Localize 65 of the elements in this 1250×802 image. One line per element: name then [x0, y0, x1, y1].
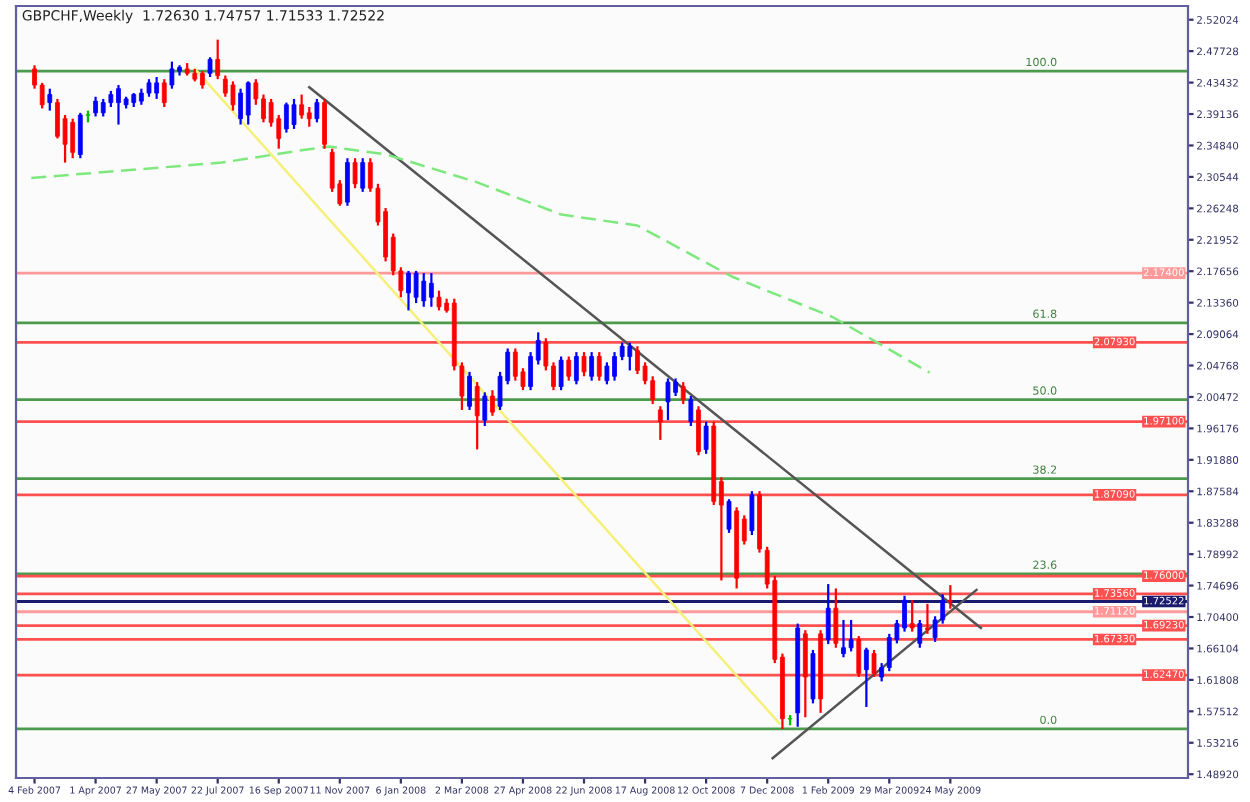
candlestick	[314, 97, 320, 124]
candlestick	[596, 351, 602, 382]
candlestick	[566, 355, 572, 382]
candlestick	[802, 629, 808, 719]
candlestick	[680, 381, 686, 406]
candlestick	[77, 111, 83, 160]
candlestick	[245, 80, 251, 126]
candlestick	[810, 648, 816, 705]
candlestick	[238, 87, 243, 126]
candlestick	[299, 93, 305, 120]
candlestick	[657, 405, 663, 442]
candlestick	[581, 351, 587, 378]
candlestick	[902, 594, 907, 633]
candlestick	[474, 381, 480, 451]
candlestick	[848, 618, 854, 653]
candlestick	[871, 648, 877, 679]
candlestick	[703, 420, 709, 455]
candlestick	[467, 370, 472, 412]
candlestick	[627, 341, 633, 372]
candlestick	[345, 157, 350, 207]
candlestick	[207, 56, 213, 79]
candlestick	[917, 618, 923, 649]
candlestick	[406, 269, 411, 312]
candlestick	[864, 646, 869, 709]
candlestick	[749, 490, 755, 537]
candlestick	[47, 87, 53, 112]
candlestick	[291, 97, 297, 131]
candlestick	[856, 634, 862, 679]
candlestick	[222, 74, 228, 98]
candlestick	[612, 351, 617, 382]
candlestick	[322, 97, 327, 150]
candlestick	[589, 351, 595, 382]
candlestick	[421, 271, 427, 308]
candlestick	[825, 582, 831, 646]
candlestick	[925, 602, 930, 635]
candlestick	[306, 105, 312, 128]
candlestick	[635, 345, 640, 376]
candlestick	[169, 60, 175, 90]
candlestick	[665, 377, 671, 422]
candlestick	[558, 355, 564, 392]
candlestick	[726, 498, 732, 534]
candlestick	[70, 117, 76, 160]
candlestick	[429, 271, 434, 308]
candlestick	[55, 97, 60, 140]
candlestick	[482, 391, 488, 428]
candlestick	[490, 389, 495, 417]
candlestick	[284, 101, 289, 134]
candlestick	[116, 83, 121, 126]
candlestick	[841, 618, 846, 659]
candlestick	[512, 347, 518, 382]
candlestick	[574, 351, 579, 386]
candlestick	[413, 269, 419, 305]
candlestick	[154, 75, 160, 101]
candlestick	[230, 80, 236, 112]
candlestick	[93, 95, 98, 118]
candlestick	[352, 157, 358, 190]
candlestick	[436, 289, 442, 312]
candlestick	[688, 394, 694, 428]
candlestick	[161, 78, 167, 109]
candlestick	[696, 405, 701, 457]
candlestick	[909, 599, 915, 633]
candlestick	[360, 157, 366, 193]
candlestick	[833, 587, 839, 649]
candlestick	[215, 38, 221, 81]
candlestick	[947, 584, 953, 610]
